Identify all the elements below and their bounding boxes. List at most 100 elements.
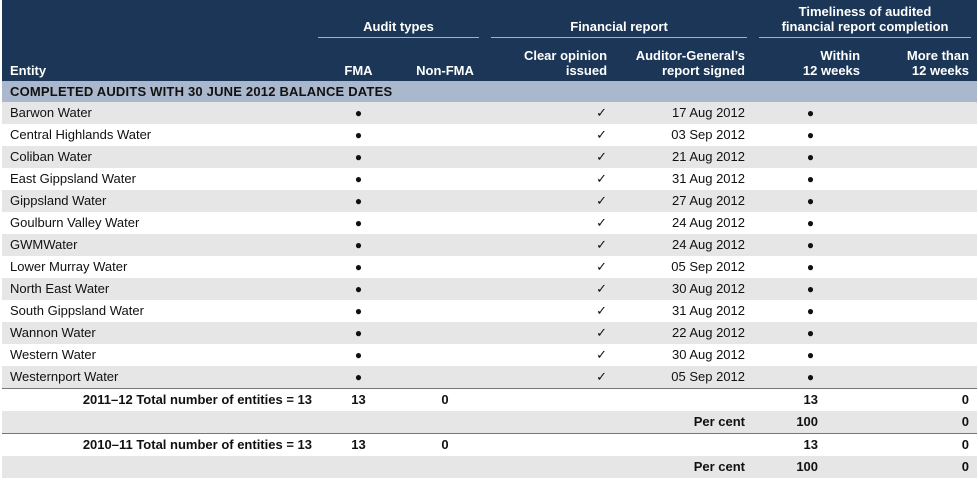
non-fma-cell	[405, 234, 486, 256]
col-within-12-weeks: Within 12 weeks	[802, 48, 861, 78]
within-dot-icon: ●	[806, 260, 815, 274]
section-title: COMPLETED AUDITS WITH 30 JUNE 2012 BALAN…	[2, 81, 978, 102]
clear-opinion-tick-icon: ✓	[596, 171, 608, 186]
clear-opinion-tick-icon: ✓	[485, 278, 616, 300]
entity-name: Barwon Water	[2, 102, 312, 124]
fma-dot-icon: ●	[354, 172, 363, 186]
more-than-cell	[868, 102, 978, 124]
header-financial-report: Financial report	[485, 0, 753, 40]
fma-dot-icon: ●	[354, 348, 363, 362]
fma-dot-icon: ●	[312, 146, 405, 168]
total-report-signed-cell	[615, 433, 754, 456]
fma-dot-icon: ●	[312, 102, 405, 124]
table-row: Central Highlands Water ● ✓ 03 Sep 2012 …	[2, 124, 977, 146]
total-within: 13	[753, 433, 869, 456]
fma-dot-icon: ●	[312, 234, 405, 256]
more-than-cell	[868, 300, 977, 322]
table-row: Gippsland Water ● ✓ 27 Aug 2012 ●	[2, 190, 978, 212]
table-row: Goulburn Valley Water ● ✓ 24 Aug 2012 ●	[2, 212, 977, 234]
report-signed-date: 31 Aug 2012	[671, 171, 746, 186]
entity-name: Wannon Water	[2, 322, 312, 344]
entity-name: Central Highlands Water	[10, 127, 152, 142]
within-dot-icon: ●	[753, 366, 869, 389]
table-row: South Gippsland Water ● ✓ 31 Aug 2012 ●	[2, 300, 977, 322]
table-row: GWMWater ● ✓ 24 Aug 2012 ●	[2, 234, 978, 256]
total-clear-opinion-cell	[485, 388, 616, 411]
within-dot-icon: ●	[753, 278, 869, 300]
total-row-2011-12: 2011–12 Total number of entities = 13 13…	[2, 388, 978, 411]
entity-name: Gippsland Water	[2, 190, 312, 212]
non-fma-cell	[405, 256, 485, 278]
more-than-cell	[868, 234, 978, 256]
non-fma-cell	[405, 124, 485, 146]
non-fma-cell	[405, 278, 486, 300]
non-fma-cell	[405, 366, 486, 389]
fma-dot-icon: ●	[312, 322, 405, 344]
percent-more-than: 0	[868, 411, 978, 434]
col-entity: Entity	[10, 63, 47, 78]
non-fma-cell	[405, 190, 486, 212]
more-than-cell	[868, 366, 978, 389]
percent-row-2011-12: Per cent 100 0	[2, 411, 978, 434]
fma-dot-icon: ●	[312, 190, 405, 212]
fma-dot-icon: ●	[312, 366, 405, 389]
report-signed-date: 27 Aug 2012	[615, 190, 754, 212]
table-row: Barwon Water ● ✓ 17 Aug 2012 ●	[2, 102, 978, 124]
total-fma: 13	[312, 388, 405, 411]
report-signed-date: 05 Sep 2012	[615, 366, 754, 389]
percent-blank-cell	[485, 411, 616, 434]
percent-row-2010-11: Per cent 100 0	[2, 456, 978, 478]
non-fma-cell	[405, 300, 485, 322]
report-signed-date: 30 Aug 2012	[615, 278, 754, 300]
percent-blank-cell	[405, 411, 486, 434]
col-ag-report-signed: Auditor-General’s report signed	[635, 48, 746, 78]
percent-more-than: 0	[868, 456, 978, 478]
more-than-cell	[868, 344, 977, 366]
total-fma: 13	[312, 433, 405, 456]
table-row: Western Water ● ✓ 30 Aug 2012 ●	[2, 344, 977, 366]
entity-name: Western Water	[10, 347, 96, 362]
more-than-cell	[868, 212, 977, 234]
total-non-fma: 0	[405, 388, 486, 411]
header-group-row: Audit types Financial report Timeliness …	[2, 0, 978, 40]
percent-label: Per cent	[615, 456, 754, 478]
entity-name: Lower Murray Water	[10, 259, 128, 274]
total-non-fma: 0	[405, 433, 486, 456]
col-more-than-12-weeks: More than 12 weeks	[906, 48, 970, 78]
total-clear-opinion-cell	[485, 433, 616, 456]
entity-name: GWMWater	[2, 234, 312, 256]
fma-dot-icon: ●	[354, 260, 363, 274]
report-signed-date: 05 Sep 2012	[671, 259, 746, 274]
percent-blank-cell	[2, 411, 312, 434]
total-within: 13	[753, 388, 869, 411]
entity-name: East Gippsland Water	[10, 171, 136, 186]
report-signed-date: 30 Aug 2012	[671, 347, 746, 362]
clear-opinion-tick-icon: ✓	[485, 234, 616, 256]
non-fma-cell	[405, 212, 485, 234]
clear-opinion-tick-icon: ✓	[485, 102, 616, 124]
col-clear-opinion: Clear opinion issued	[523, 48, 608, 78]
entity-name: Westernport Water	[2, 366, 312, 389]
table-row: Coliban Water ● ✓ 21 Aug 2012 ●	[2, 146, 978, 168]
non-fma-cell	[405, 102, 486, 124]
within-dot-icon: ●	[753, 146, 869, 168]
table-row: Lower Murray Water ● ✓ 05 Sep 2012 ●	[2, 256, 977, 278]
header-column-row: Entity FMA Non-FMA Clear opinion issued …	[2, 40, 978, 81]
clear-opinion-tick-icon: ✓	[596, 127, 608, 142]
clear-opinion-tick-icon: ✓	[596, 259, 608, 274]
entity-name: Goulburn Valley Water	[10, 215, 140, 230]
clear-opinion-tick-icon: ✓	[596, 303, 608, 318]
table-row: Westernport Water ● ✓ 05 Sep 2012 ●	[2, 366, 978, 389]
within-dot-icon: ●	[806, 172, 815, 186]
more-than-cell	[868, 322, 978, 344]
entity-name: North East Water	[2, 278, 312, 300]
more-than-cell	[868, 146, 978, 168]
report-signed-date: 21 Aug 2012	[615, 146, 754, 168]
more-than-cell	[868, 278, 978, 300]
fma-dot-icon: ●	[312, 278, 405, 300]
fma-dot-icon: ●	[354, 304, 363, 318]
more-than-cell	[868, 190, 978, 212]
total-report-signed-cell	[615, 388, 754, 411]
percent-blank-cell	[2, 456, 312, 478]
